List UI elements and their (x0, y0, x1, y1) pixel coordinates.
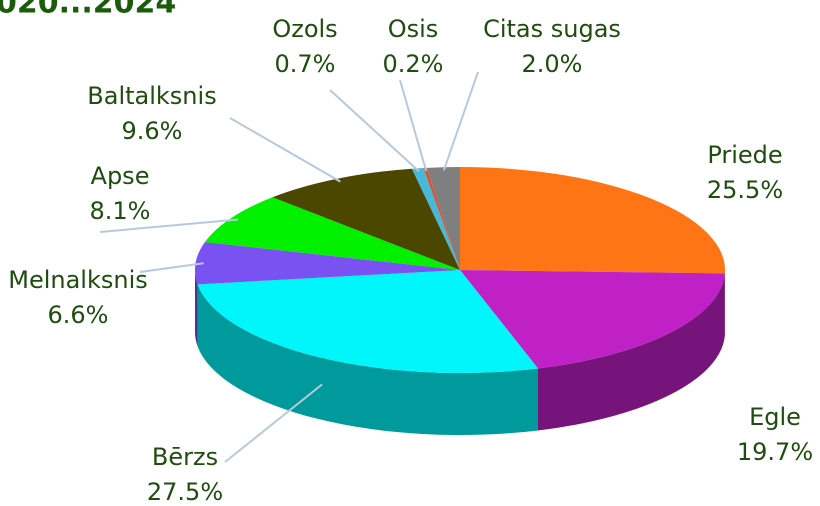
leader-line (399, 79, 428, 172)
leader-line (442, 71, 479, 171)
leader-line (99, 218, 239, 233)
slice (195, 242, 460, 285)
slice-label: Osis (388, 15, 439, 43)
slice-value-label: 6.6% (48, 301, 109, 329)
slice-value-label: 2.0% (522, 50, 583, 78)
slice-label: Bērzs (152, 443, 218, 471)
slice (197, 270, 538, 373)
slice (204, 197, 460, 270)
slice-label: Melnalksnis (8, 266, 148, 294)
slice-label: Baltalksnis (87, 82, 216, 110)
leader-line (139, 262, 204, 273)
slice-side (195, 270, 198, 347)
slice (423, 167, 460, 270)
slice-label: Ozols (272, 15, 337, 43)
slice (460, 270, 725, 369)
slice (460, 167, 725, 274)
slice-side (537, 273, 725, 431)
slice-side (197, 284, 538, 435)
leader-line (329, 89, 420, 173)
slice-value-label: 0.7% (275, 50, 336, 78)
leader-line (229, 117, 341, 183)
slice-value-label: 9.6% (122, 117, 183, 145)
chart-title: 020...2024 (0, 0, 176, 21)
slice-value-label: 19.7% (737, 438, 813, 466)
slice-value-label: 27.5% (147, 478, 223, 506)
slice-label: Apse (91, 162, 150, 190)
slice-value-label: 25.5% (707, 176, 783, 204)
slice (411, 167, 460, 270)
leader-line (224, 383, 323, 463)
slice-label: Citas sugas (483, 15, 621, 43)
slice (272, 168, 460, 270)
slice-value-label: 0.2% (383, 50, 444, 78)
slice-label: Priede (707, 141, 782, 169)
slice-value-label: 8.1% (90, 197, 151, 225)
slice (426, 167, 460, 270)
slice-label: Egle (749, 403, 801, 431)
